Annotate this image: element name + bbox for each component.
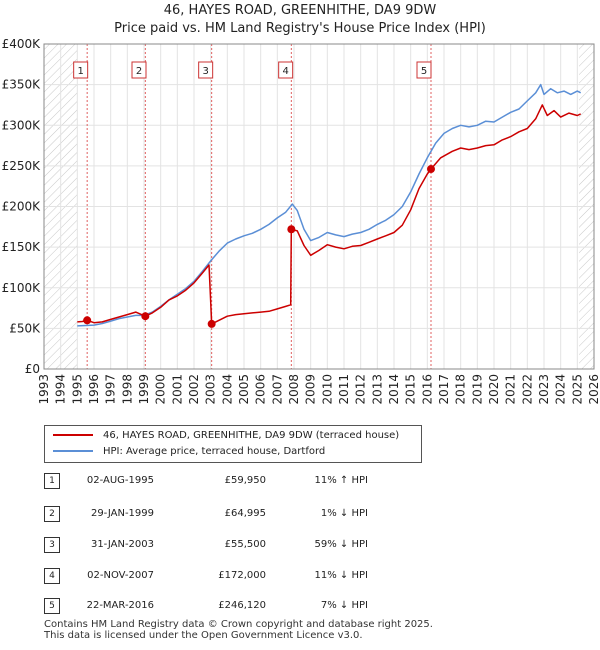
- x-tick-label: 2025: [570, 374, 584, 405]
- x-tick-label: 2009: [304, 374, 318, 405]
- x-tick-label: 2015: [404, 374, 418, 405]
- x-tick-label: 1994: [54, 374, 68, 405]
- y-tick-label: £350K: [2, 78, 42, 92]
- sale-price: £246,120: [218, 600, 266, 611]
- x-tick-label: 2003: [204, 374, 218, 405]
- sale-row: 2 29-JAN-1999 £64,995 1% ↓ HPI: [44, 506, 464, 522]
- x-tick-label: 2001: [170, 374, 184, 405]
- sale-hpi: 11% ↑ HPI: [314, 475, 368, 486]
- x-tick-label: 2012: [354, 374, 368, 405]
- sale-number-label: 1: [77, 66, 83, 77]
- chart-subtitle: Price paid vs. HM Land Registry's House …: [114, 21, 486, 36]
- footer-licence: This data is licensed under the Open Gov…: [44, 630, 363, 641]
- sale-number-label: 5: [421, 66, 427, 77]
- sale-point: [287, 225, 296, 234]
- x-tick-label: 2020: [487, 374, 501, 405]
- x-tick-label: 2008: [287, 374, 301, 405]
- legend: 46, HAYES ROAD, GREENHITHE, DA9 9DW (ter…: [44, 425, 422, 463]
- x-tick-label: 2018: [454, 374, 468, 405]
- sale-row: 4 02-NOV-2007 £172,000 11% ↓ HPI: [44, 568, 464, 584]
- sale-number: 4: [44, 568, 60, 584]
- footer-copyright: Contains HM Land Registry data © Crown c…: [44, 619, 433, 630]
- legend-swatch-red: [53, 434, 93, 436]
- x-tick-label: 2022: [520, 374, 534, 405]
- series-line-property: [77, 104, 582, 325]
- sale-row: 1 02-AUG-1995 £59,950 11% ↑ HPI: [44, 473, 464, 489]
- sale-date: 02-AUG-1995: [86, 475, 154, 486]
- plot-frame: [43, 43, 595, 370]
- sale-point: [83, 316, 92, 325]
- x-tick-label: 1999: [137, 374, 151, 405]
- sale-hpi: 59% ↓ HPI: [314, 539, 368, 550]
- x-tick-label: 2006: [254, 374, 268, 405]
- y-tick-label: £300K: [2, 118, 42, 132]
- y-tick-label: £400K: [2, 37, 42, 51]
- sale-hpi: 1% ↓ HPI: [320, 508, 368, 519]
- sale-point: [427, 165, 435, 174]
- x-tick-label: 2016: [420, 374, 434, 405]
- x-tick-label: 2011: [337, 374, 351, 405]
- legend-swatch-blue: [53, 450, 93, 452]
- x-tick-label: 1996: [87, 374, 101, 405]
- price-chart: £0 £50K £100K £150K £200K £250K £300K £350K £400…: [2, 37, 600, 405]
- x-tick-label: 2014: [387, 374, 401, 405]
- x-tick-label: 1997: [104, 374, 118, 405]
- y-tick-label: £100K: [2, 281, 42, 295]
- sale-number: 3: [44, 537, 60, 553]
- x-tick-label: 2023: [537, 374, 551, 405]
- x-tick-label: 2007: [270, 374, 284, 405]
- x-tick-label: 2002: [187, 374, 201, 405]
- x-tick-label: 1993: [37, 374, 51, 405]
- y-tick-label: £200K: [2, 200, 42, 214]
- x-tick-label: 2017: [437, 374, 451, 405]
- x-tick-label: 2000: [154, 374, 168, 405]
- legend-label-property: 46, HAYES ROAD, GREENHITHE, DA9 9DW (ter…: [103, 430, 400, 441]
- sale-date: 02-NOV-2007: [87, 570, 154, 581]
- chart-title: 46, HAYES ROAD, GREENHITHE, DA9 9DW: [163, 3, 437, 18]
- x-tick-label: 2019: [470, 374, 484, 405]
- sale-number: 5: [44, 598, 60, 614]
- sale-row: 3 31-JAN-2003 £55,500 59% ↓ HPI: [44, 537, 464, 553]
- sale-hpi: 11% ↓ HPI: [314, 570, 368, 581]
- x-tick-label: 1998: [120, 374, 134, 405]
- x-tick-label: 2013: [370, 374, 384, 405]
- x-tick-label: 2026: [587, 374, 600, 405]
- sale-number: 1: [44, 473, 60, 489]
- legend-item-hpi: HPI: Average price, terraced house, Dart…: [53, 445, 325, 459]
- sale-date: 29-JAN-1999: [90, 508, 154, 519]
- sale-number-box: [73, 61, 89, 79]
- x-tick-label: 2005: [237, 374, 251, 405]
- sale-price: £55,500: [224, 539, 266, 550]
- y-tick-label: £50K: [9, 321, 41, 335]
- sale-date: 22-MAR-2016: [86, 600, 154, 611]
- sale-row: 5 22-MAR-2016 £246,120 7% ↓ HPI: [44, 598, 464, 614]
- sale-number: 2: [44, 506, 60, 522]
- y-tick-label: £250K: [2, 159, 42, 173]
- footer: Contains HM Land Registry data © Crown c…: [44, 619, 433, 641]
- sale-price: £59,950: [224, 475, 266, 486]
- legend-label-hpi: HPI: Average price, terraced house, Dart…: [103, 446, 326, 457]
- sale-point: [141, 312, 150, 321]
- x-tick-label: 2024: [554, 374, 568, 405]
- x-tick-label: 2021: [504, 374, 518, 405]
- y-tick-label: £0: [25, 362, 40, 376]
- y-tick-label: £150K: [2, 240, 42, 254]
- sale-number-label: 2: [136, 66, 142, 77]
- sale-point: [207, 319, 216, 328]
- x-tick-label: 2004: [220, 374, 234, 405]
- sale-price: £172,000: [218, 570, 266, 581]
- sale-number-box: [131, 61, 147, 79]
- sale-number-box: [198, 61, 214, 79]
- sale-date: 31-JAN-2003: [90, 539, 154, 550]
- sale-number-label: 3: [202, 66, 208, 77]
- legend-item-property: 46, HAYES ROAD, GREENHITHE, DA9 9DW (ter…: [53, 429, 399, 443]
- x-tick-label: 2010: [320, 374, 334, 405]
- sale-hpi: 7% ↓ HPI: [320, 600, 368, 611]
- x-tick-label: 1995: [70, 374, 84, 405]
- sale-number-box: [416, 61, 432, 79]
- sale-number-label: 4: [282, 66, 288, 77]
- sale-number-box: [278, 61, 294, 79]
- sale-price: £64,995: [224, 508, 266, 519]
